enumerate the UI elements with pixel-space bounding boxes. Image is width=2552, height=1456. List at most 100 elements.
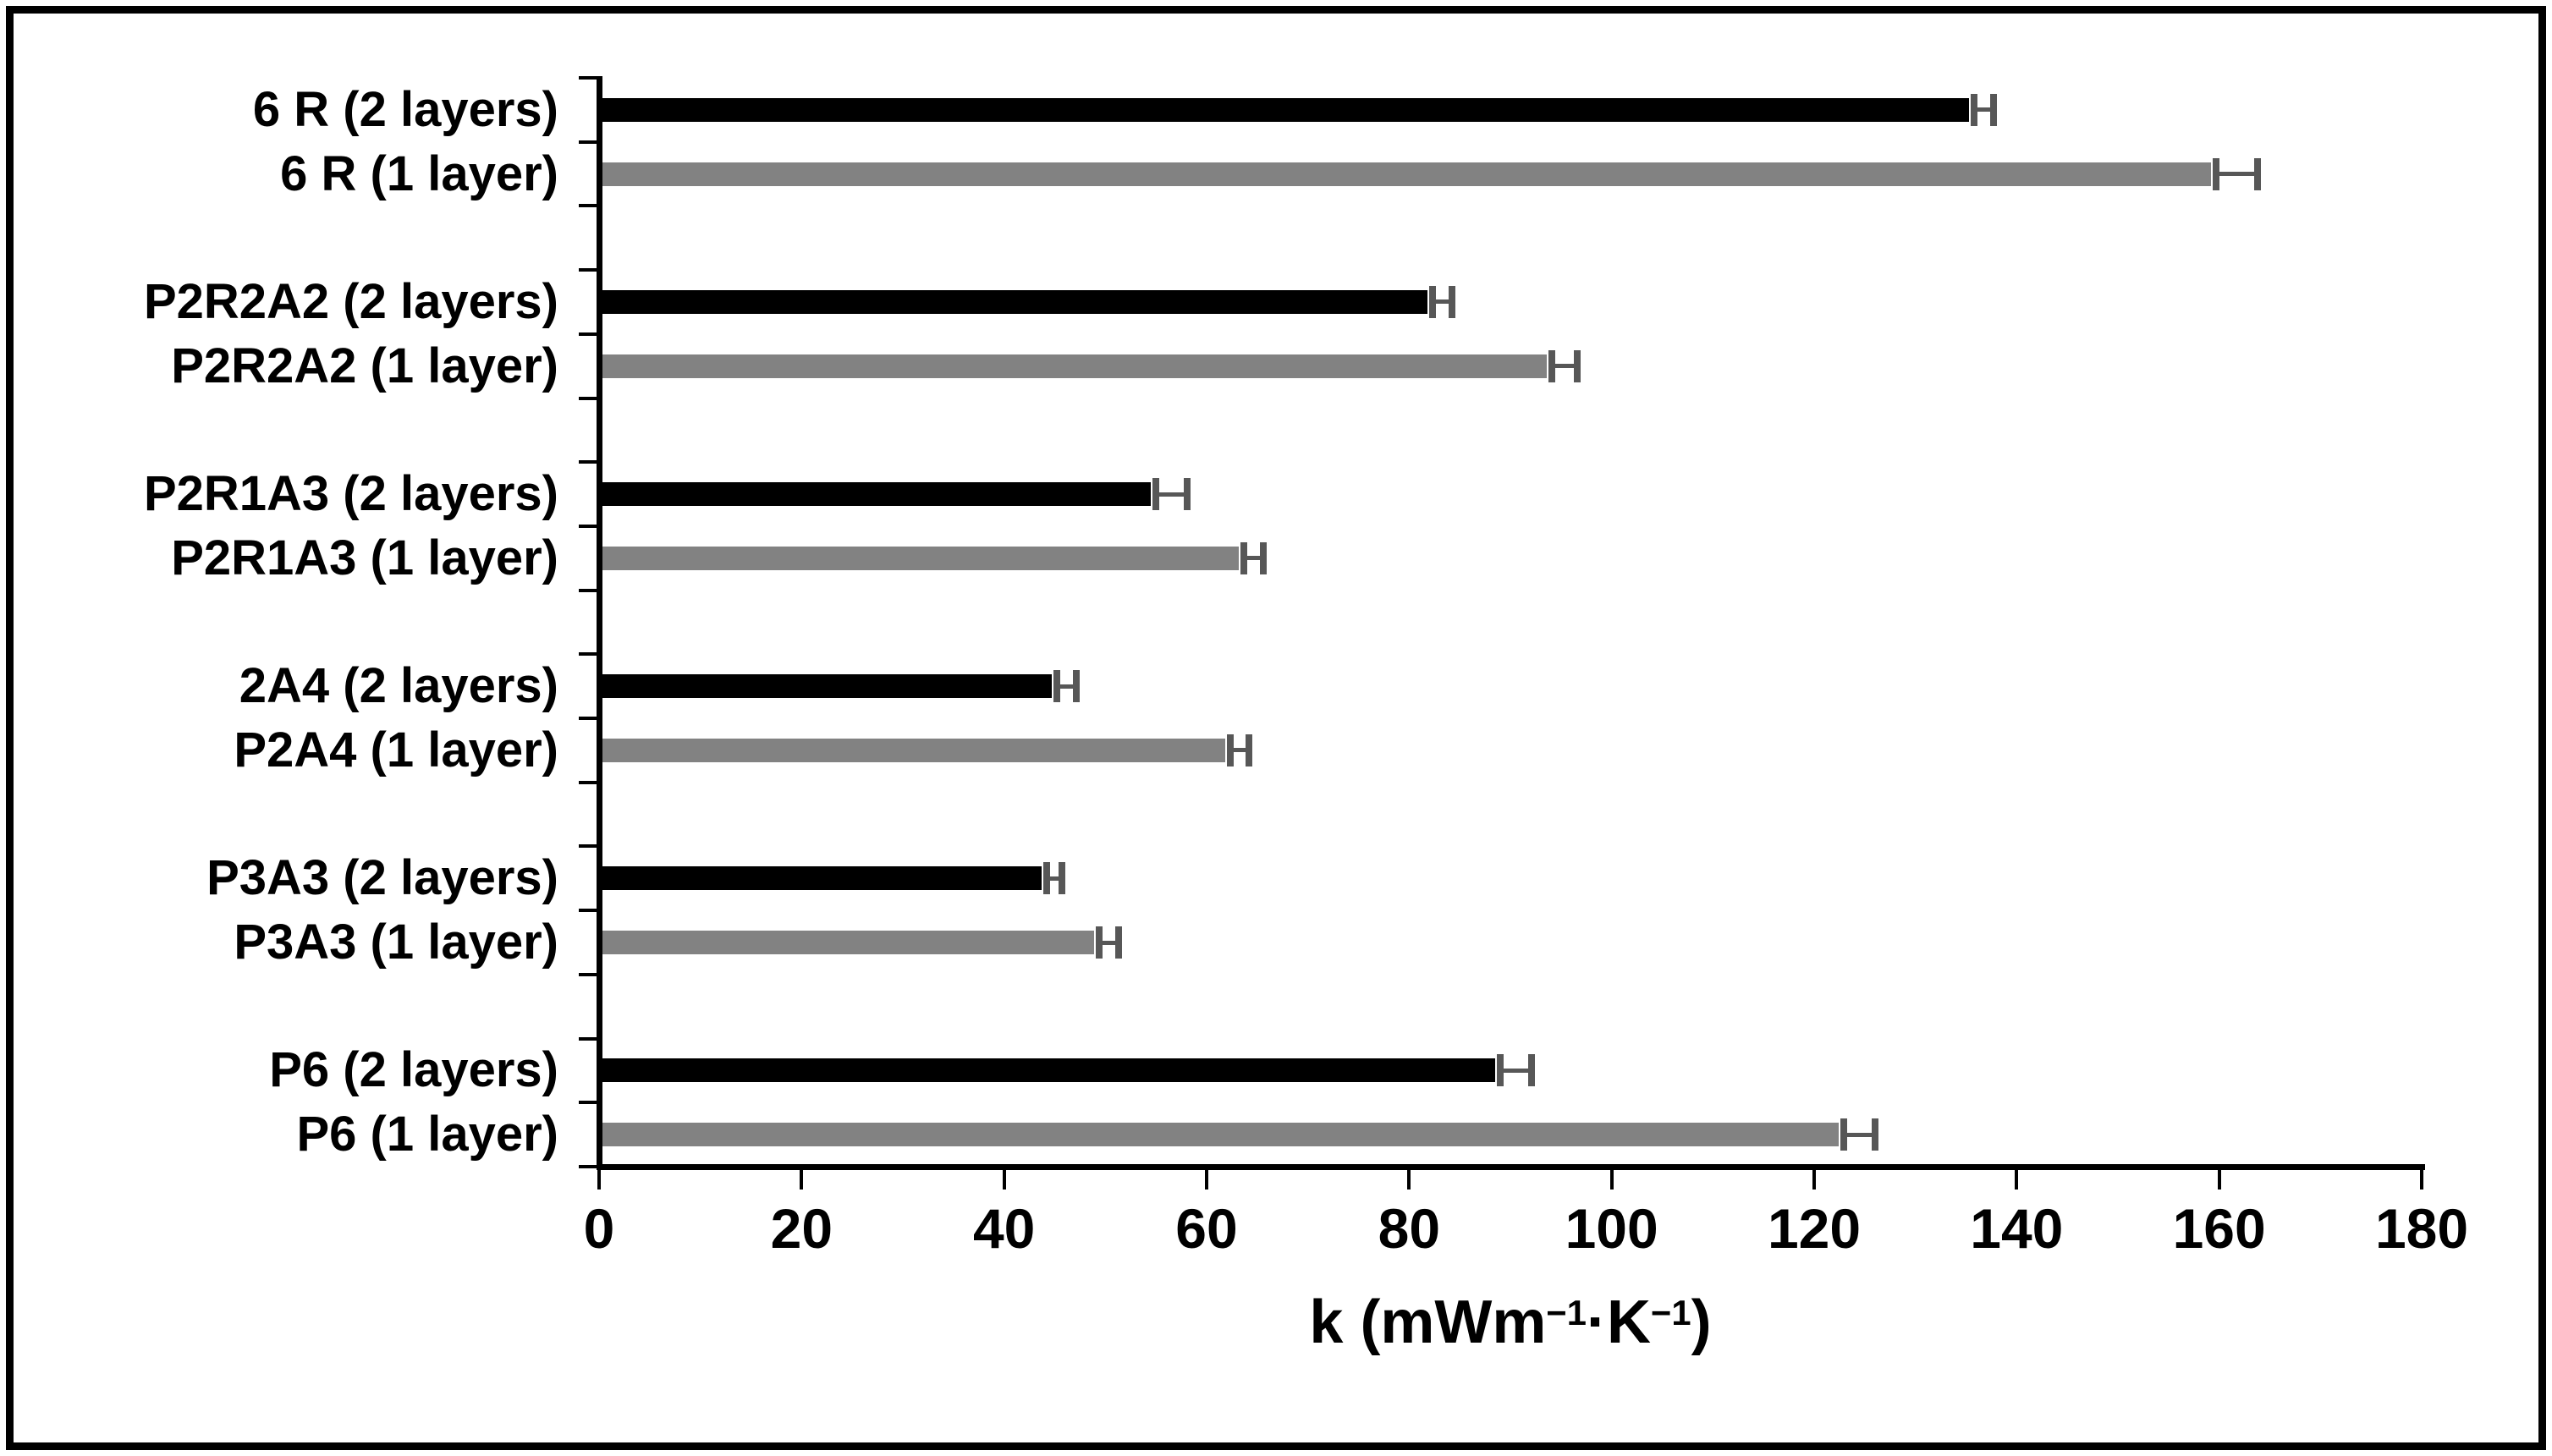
bar xyxy=(602,674,1052,699)
x-axis-title-part: ) xyxy=(1691,1288,1712,1356)
error-bar-cap xyxy=(1528,1054,1536,1087)
x-axis-tick xyxy=(1205,1170,1208,1190)
error-bar-cap xyxy=(1971,93,1978,126)
y-axis-line xyxy=(597,76,602,1170)
x-axis-tick-label: 100 xyxy=(1565,1197,1658,1260)
y-axis-tick xyxy=(579,140,597,144)
error-bar-cap xyxy=(1871,1118,1878,1151)
bar xyxy=(602,482,1152,507)
y-axis-tick xyxy=(579,268,597,272)
x-axis-tick xyxy=(2217,1170,2221,1190)
category-label: P2R1A3 (1 layer) xyxy=(171,530,558,585)
bar xyxy=(602,931,1095,955)
error-bar-cap xyxy=(1042,862,1050,895)
bar xyxy=(602,97,1970,122)
error-bar-cap xyxy=(1058,862,1065,895)
x-axis-tick xyxy=(800,1170,804,1190)
error-bar-cap xyxy=(1573,349,1581,382)
error-bar-line xyxy=(2213,172,2258,177)
bar xyxy=(602,738,1225,762)
x-axis-tick xyxy=(2420,1170,2423,1190)
y-axis-tick xyxy=(579,76,597,80)
bar xyxy=(602,1123,1839,1147)
error-bar-cap xyxy=(1114,926,1122,959)
error-bar-cap xyxy=(1497,1054,1504,1087)
x-axis-tick xyxy=(1812,1170,1816,1190)
category-label: P2R2A2 (1 layer) xyxy=(171,338,558,393)
error-bar-line xyxy=(1096,940,1119,945)
x-axis-tick-label: 80 xyxy=(1378,1197,1441,1260)
error-bar-line xyxy=(1240,556,1263,561)
error-bar-line xyxy=(1428,299,1452,305)
error-bar-cap xyxy=(1428,285,1436,318)
category-label: P2A4 (1 layer) xyxy=(234,722,558,777)
error-bar-cap xyxy=(2213,157,2220,190)
x-axis-title-part: ·K xyxy=(1587,1288,1652,1356)
error-bar-line xyxy=(1840,1132,1875,1137)
error-bar-cap xyxy=(1053,670,1060,703)
x-axis-tick-label: 180 xyxy=(2374,1197,2469,1260)
error-bar-line xyxy=(1497,1068,1532,1073)
error-bar-cap xyxy=(1184,478,1191,511)
y-axis-tick xyxy=(579,204,597,208)
error-bar-cap xyxy=(1840,1118,1847,1151)
x-axis-title-superscript: −1 xyxy=(1651,1293,1691,1333)
x-axis-tick-label: 60 xyxy=(1175,1197,1238,1260)
error-bar-line xyxy=(1226,748,1250,753)
x-axis-tick xyxy=(597,1170,601,1190)
category-label: P6 (1 layer) xyxy=(296,1107,558,1162)
error-bar-cap xyxy=(1096,926,1103,959)
y-axis-tick xyxy=(579,1101,597,1105)
x-axis-title-part: k (mWm xyxy=(1309,1288,1547,1356)
error-bar-cap xyxy=(1226,733,1234,766)
bar xyxy=(602,289,1427,314)
x-axis-tick-label: 20 xyxy=(770,1197,833,1260)
y-axis-tick xyxy=(579,1165,597,1168)
y-axis-tick xyxy=(579,588,597,592)
figure-border xyxy=(6,6,2546,1450)
y-axis-tick xyxy=(579,844,597,849)
x-axis-tick-label: 140 xyxy=(1970,1197,2064,1260)
error-bar-cap xyxy=(1989,93,1997,126)
y-axis-tick xyxy=(579,460,597,464)
y-axis-tick xyxy=(579,652,597,657)
error-bar-cap xyxy=(1548,349,1556,382)
y-axis-tick xyxy=(579,524,597,528)
error-bar-cap xyxy=(2254,157,2262,190)
error-bar-line xyxy=(1548,364,1577,369)
y-axis-tick xyxy=(579,1036,597,1041)
y-axis-tick xyxy=(579,717,597,721)
x-axis-tick xyxy=(1609,1170,1614,1190)
x-axis-tick xyxy=(1002,1170,1006,1190)
x-axis-title: k (mWm−1·K−1) xyxy=(1309,1286,1711,1367)
x-axis-title-superscript: −1 xyxy=(1546,1293,1587,1333)
category-label: 6 R (2 layers) xyxy=(252,81,558,137)
error-bar-cap xyxy=(1240,541,1248,574)
error-bar-line xyxy=(1971,107,1994,113)
y-axis-tick xyxy=(579,396,597,400)
x-axis-tick-label: 120 xyxy=(1767,1197,1862,1260)
category-label: P3A3 (2 layers) xyxy=(206,850,558,906)
x-axis-tick-label: 160 xyxy=(2172,1197,2266,1260)
error-bar-line xyxy=(1053,684,1076,689)
x-axis-tick xyxy=(2015,1170,2019,1190)
category-label: 6 R (1 layer) xyxy=(280,146,558,201)
error-bar-line xyxy=(1042,876,1062,881)
category-label: 2A4 (2 layers) xyxy=(239,658,558,714)
category-label: P2R1A3 (2 layers) xyxy=(143,466,558,522)
category-label: P2R2A2 (2 layers) xyxy=(143,273,558,329)
error-bar-cap xyxy=(1152,478,1160,511)
category-label: P3A3 (1 layer) xyxy=(234,915,558,970)
x-axis-tick xyxy=(1407,1170,1411,1190)
x-axis-tick-label: 40 xyxy=(972,1197,1036,1260)
error-bar-cap xyxy=(1260,541,1267,574)
bar xyxy=(602,354,1548,378)
y-axis-tick xyxy=(579,909,597,913)
category-label: P6 (2 layers) xyxy=(269,1042,558,1098)
bar xyxy=(602,546,1240,570)
x-axis-tick-label: 0 xyxy=(583,1197,615,1260)
error-bar-cap xyxy=(1072,670,1080,703)
error-bar-cap xyxy=(1448,285,1455,318)
